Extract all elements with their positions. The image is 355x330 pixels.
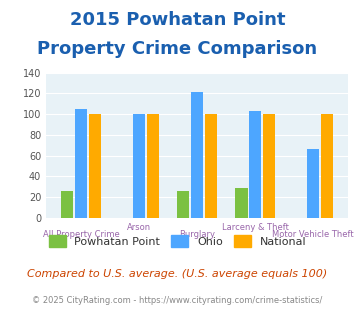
Text: Burglary: Burglary [179, 230, 215, 239]
Bar [177, 191, 190, 218]
Bar [147, 114, 159, 218]
Bar [133, 114, 146, 218]
Legend: Powhatan Point, Ohio, National: Powhatan Point, Ohio, National [44, 231, 311, 251]
Text: Motor Vehicle Theft: Motor Vehicle Theft [272, 230, 354, 239]
Bar [61, 191, 73, 218]
Bar [75, 109, 87, 218]
Bar [307, 149, 320, 218]
Bar [191, 92, 203, 218]
Text: Larceny & Theft: Larceny & Theft [222, 223, 289, 232]
Bar [88, 114, 101, 218]
Text: Compared to U.S. average. (U.S. average equals 100): Compared to U.S. average. (U.S. average … [27, 269, 328, 279]
Bar [235, 188, 247, 218]
Text: Arson: Arson [127, 223, 151, 232]
Bar [204, 114, 217, 218]
Text: Property Crime Comparison: Property Crime Comparison [37, 40, 318, 58]
Bar [263, 114, 275, 218]
Bar [321, 114, 333, 218]
Text: All Property Crime: All Property Crime [43, 230, 119, 239]
Text: © 2025 CityRating.com - https://www.cityrating.com/crime-statistics/: © 2025 CityRating.com - https://www.city… [32, 296, 323, 305]
Bar [248, 111, 261, 218]
Text: 2015 Powhatan Point: 2015 Powhatan Point [70, 11, 285, 29]
